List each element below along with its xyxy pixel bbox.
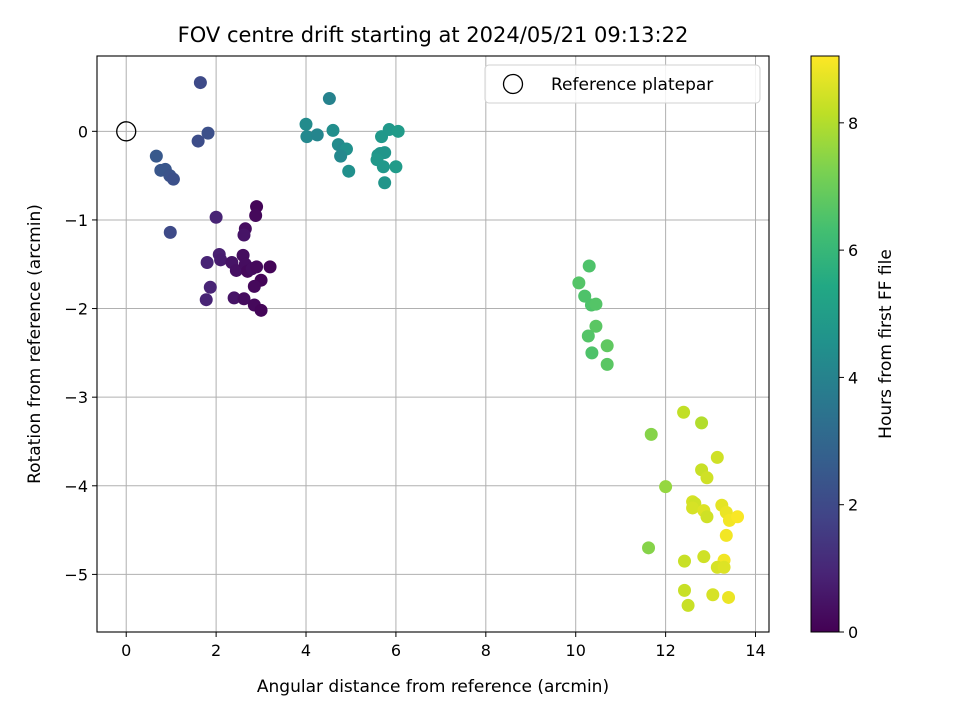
data-point — [149, 149, 163, 163]
data-point — [717, 560, 731, 574]
data-point — [200, 255, 214, 269]
data-point — [191, 134, 205, 148]
data-point — [310, 128, 324, 142]
data-point — [581, 329, 595, 343]
x-tick-label: 12 — [655, 641, 675, 660]
x-tick-label: 8 — [481, 641, 491, 660]
legend: Reference platepar — [484, 64, 761, 104]
x-tick-label: 10 — [566, 641, 586, 660]
x-axis-label: Angular distance from reference (arcmin) — [257, 677, 609, 697]
colorbar-gradient — [811, 56, 839, 632]
data-point — [677, 405, 691, 419]
data-point — [600, 339, 614, 353]
data-point — [209, 210, 223, 224]
data-point — [677, 583, 691, 597]
y-axis-label: Rotation from reference (arcmin) — [25, 204, 45, 484]
colorbar-tick-label: 8 — [848, 114, 858, 133]
y-tick-label: −3 — [64, 388, 88, 407]
data-point — [163, 225, 177, 239]
data-point — [203, 280, 217, 294]
data-point — [578, 289, 592, 303]
data-point — [322, 92, 336, 106]
data-point — [342, 164, 356, 178]
x-axis-ticks: 0 2 4 6 8 10 12 14 — [121, 632, 766, 660]
data-point — [572, 276, 586, 290]
y-tick-label: 0 — [78, 122, 88, 141]
data-point — [700, 471, 714, 485]
data-point — [300, 130, 314, 144]
data-point — [299, 117, 313, 131]
data-point — [719, 528, 733, 542]
data-point — [391, 124, 405, 138]
data-point — [326, 123, 340, 137]
data-point — [706, 588, 720, 602]
data-point — [378, 176, 392, 190]
colorbar-tick-label: 4 — [848, 368, 858, 387]
data-point — [250, 260, 264, 274]
y-tick-label: −5 — [64, 565, 88, 584]
y-tick-label: −1 — [64, 211, 88, 230]
grid — [97, 56, 769, 632]
data-point — [199, 293, 213, 307]
data-point — [710, 450, 724, 464]
chart-title: FOV centre drift starting at 2024/05/21 … — [178, 23, 689, 47]
colorbar-ticks: 0 2 4 6 8 — [839, 114, 858, 642]
data-point — [334, 149, 348, 163]
colorbar-tick-label: 2 — [848, 496, 858, 515]
data-point — [695, 416, 709, 430]
legend-box — [484, 64, 761, 104]
data-point — [249, 209, 263, 223]
y-tick-label: −4 — [64, 477, 88, 496]
colorbar: 0 2 4 6 8 Hours from first FF file — [810, 55, 896, 642]
x-tick-label: 2 — [211, 641, 221, 660]
data-point — [644, 427, 658, 441]
reference-marker-layer — [116, 121, 137, 142]
x-tick-label: 4 — [301, 641, 311, 660]
data-point — [247, 279, 261, 293]
reference-platepar-marker — [116, 121, 137, 142]
data-point — [214, 253, 228, 267]
data-point — [659, 480, 673, 494]
colorbar-tick-label: 0 — [848, 623, 858, 642]
legend-reference-marker-icon — [502, 73, 524, 95]
y-axis-ticks: 0 −1 −2 −3 −4 −5 — [64, 122, 97, 584]
x-tick-label: 6 — [391, 641, 401, 660]
data-point — [582, 259, 596, 273]
data-point — [227, 291, 241, 305]
data-point — [263, 260, 277, 274]
data-point — [589, 319, 603, 333]
data-point — [237, 228, 251, 242]
data-point — [600, 357, 614, 371]
data-point — [376, 160, 390, 174]
data-point — [700, 510, 714, 524]
data-point — [681, 598, 695, 612]
data-point — [585, 346, 599, 360]
data-point — [642, 541, 656, 555]
legend-entry-label: Reference platepar — [551, 75, 713, 95]
scatter-points — [149, 76, 745, 612]
plot-frame — [96, 55, 770, 633]
data-point — [389, 160, 403, 174]
data-point — [731, 510, 745, 524]
data-point — [686, 501, 700, 515]
y-tick-label: −2 — [64, 300, 88, 319]
data-point — [722, 590, 736, 604]
data-point — [201, 126, 215, 140]
data-point — [254, 303, 268, 317]
colorbar-frame — [810, 55, 840, 633]
data-point — [589, 297, 603, 311]
colorbar-label: Hours from first FF file — [876, 249, 896, 439]
x-tick-label: 14 — [745, 641, 765, 660]
data-point — [237, 292, 251, 306]
x-tick-label: 0 — [121, 641, 131, 660]
data-point — [697, 550, 711, 564]
colorbar-tick-label: 6 — [848, 241, 858, 260]
data-point — [677, 554, 691, 568]
data-point — [193, 76, 207, 90]
data-point — [166, 172, 180, 186]
